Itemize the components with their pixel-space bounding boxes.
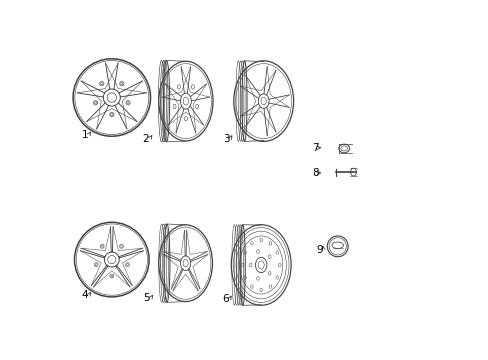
Text: 1: 1 <box>81 130 88 140</box>
Text: 5: 5 <box>143 293 150 303</box>
Text: 2: 2 <box>142 134 149 144</box>
Text: 3: 3 <box>223 134 229 144</box>
Text: 9: 9 <box>316 245 323 255</box>
Text: 6: 6 <box>222 294 229 304</box>
Text: 4: 4 <box>81 291 88 301</box>
Text: 7: 7 <box>311 143 318 153</box>
Text: 8: 8 <box>311 168 318 178</box>
